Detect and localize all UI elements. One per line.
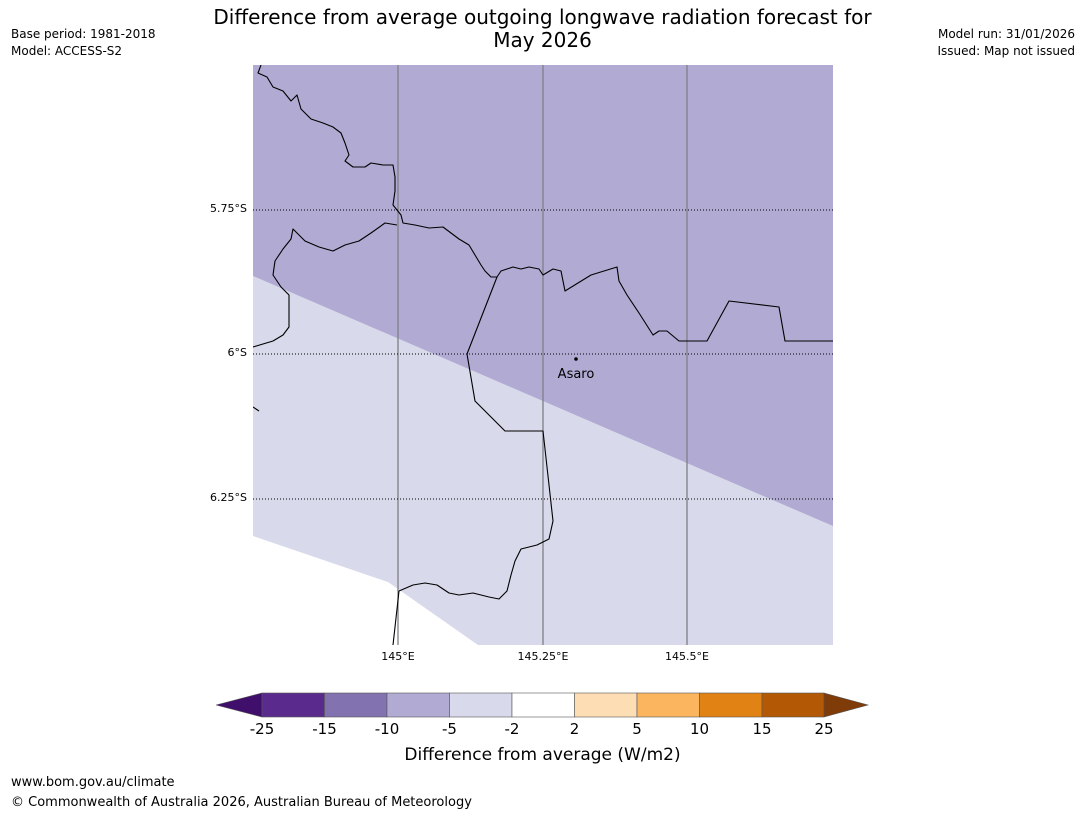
cb-tick-6: 2 (569, 720, 580, 738)
cb-tick-8: 10 (689, 720, 710, 738)
colorbar-extend-high (823, 692, 870, 718)
title-line-1: Difference from average outgoing longwav… (213, 5, 872, 29)
colorbar-seg-7 (636, 692, 700, 718)
colorbar-seg-5 (511, 692, 575, 718)
meta-right: Model run: 31/01/2026 Issued: Map not is… (937, 26, 1075, 60)
nodata-region (253, 536, 478, 645)
map-title: Difference from average outgoing longwav… (0, 6, 1085, 52)
base-period: Base period: 1981-2018 (11, 27, 156, 41)
colorbar-seg-3 (386, 692, 450, 718)
model-run: Model run: 31/01/2026 (937, 27, 1075, 41)
lon-label-145-25: 145.25°E (517, 650, 569, 663)
boundary-west (253, 222, 398, 348)
cb-tick-4: -5 (442, 720, 457, 738)
boundary-north-east (257, 65, 833, 342)
asaro-marker (574, 357, 578, 361)
footer-copyright: © Commonwealth of Australia 2026, Austra… (11, 795, 472, 810)
lat-label-6: 6°S (227, 346, 247, 359)
longitude-grid (397, 65, 688, 645)
latitude-grid (253, 209, 833, 500)
colorbar-title: Difference from average (W/m2) (404, 745, 681, 765)
colorbar-seg-9 (761, 692, 825, 718)
title-line-2: May 2026 (493, 28, 592, 52)
boundary-south (392, 276, 554, 645)
issued-status: Issued: Map not issued (937, 44, 1075, 58)
colorbar-seg-2 (324, 692, 388, 718)
province-boundaries (253, 65, 833, 645)
lon-label-145: 145°E (381, 650, 415, 663)
cb-tick-1: -25 (249, 720, 275, 738)
lat-label-5-75: 5.75°S (210, 202, 247, 215)
colorbar-seg-1 (261, 692, 325, 718)
colorbar-seg-4 (449, 692, 513, 718)
meta-left: Base period: 1981-2018 Model: ACCESS-S2 (11, 26, 156, 60)
model-name: Model: ACCESS-S2 (11, 44, 123, 58)
forecast-map: Asaro (253, 65, 833, 645)
asaro-label: Asaro (558, 367, 595, 382)
colorbar-seg-8 (699, 692, 763, 718)
cb-tick-3: -10 (374, 720, 400, 738)
cb-tick-5: -2 (504, 720, 520, 738)
colorbar (216, 692, 870, 718)
lon-label-145-5: 145.5°E (665, 650, 709, 663)
footer-url: www.bom.gov.au/climate (11, 775, 175, 790)
cb-tick-10: 25 (814, 720, 834, 738)
cb-tick-2: -15 (312, 720, 337, 738)
colorbar-extend-low (216, 692, 263, 718)
boundary-fragment (253, 406, 260, 412)
colorbar-seg-6 (574, 692, 638, 718)
cb-tick-7: 5 (632, 720, 642, 738)
lat-label-6-25: 6.25°S (210, 491, 247, 504)
cb-tick-9: 15 (752, 720, 772, 738)
